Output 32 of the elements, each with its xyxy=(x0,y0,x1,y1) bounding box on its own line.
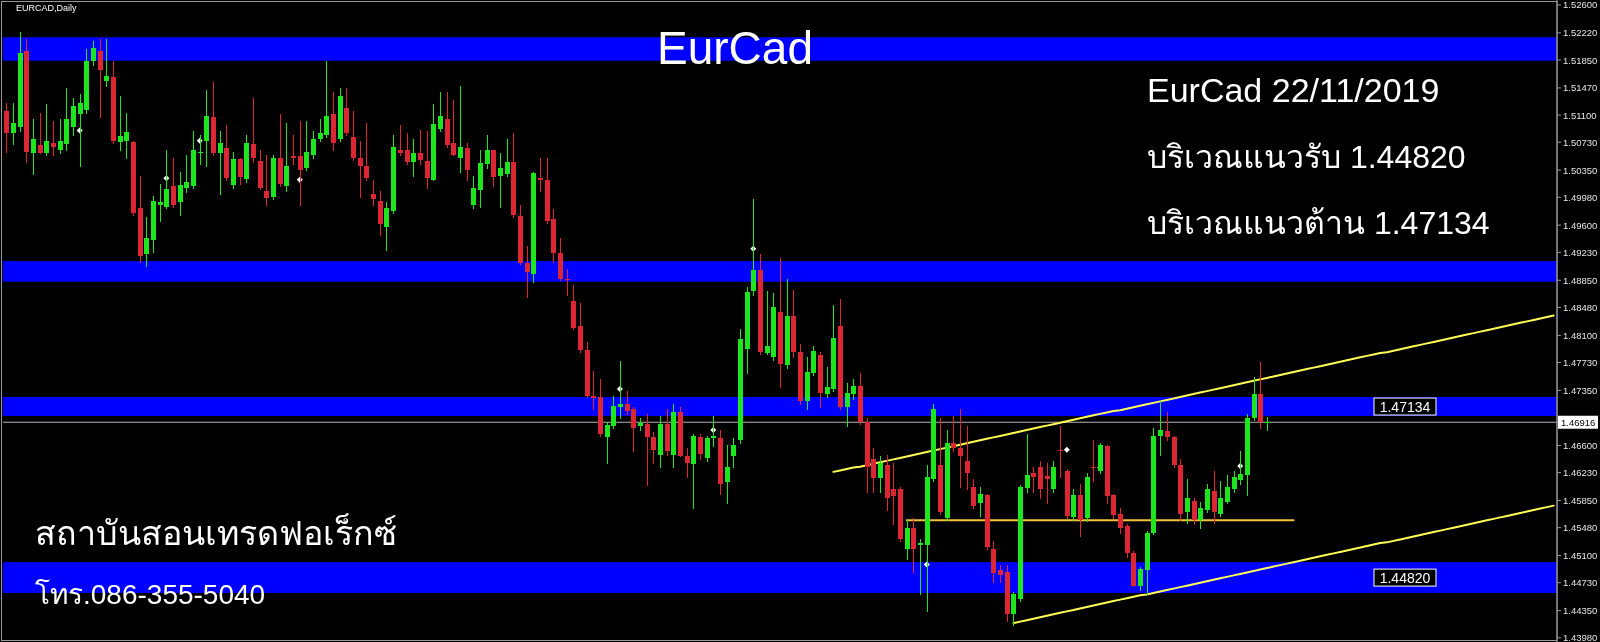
y-tick-label: 1.51470 xyxy=(1563,82,1598,94)
annotation: บริเวณแนวรับ 1.44820 xyxy=(1147,139,1466,175)
annotation: สถาบันสอนเทรดฟอเร็กซ์ xyxy=(35,513,397,552)
annotation: EURCAD,Daily xyxy=(16,3,78,13)
band-label: 1.44820 xyxy=(1379,569,1431,586)
y-tick-label: 1.43980 xyxy=(1563,632,1598,642)
y-tick-label: 1.48100 xyxy=(1563,329,1598,341)
y-tick-label: 1.44350 xyxy=(1563,605,1598,617)
y-tick-label: 1.46600 xyxy=(1563,439,1598,451)
chart-title: EurCad xyxy=(657,22,813,74)
annotation: EurCad 22/11/2019 xyxy=(1147,71,1440,109)
y-tick-label: 1.52600 xyxy=(1563,0,1598,11)
annotation: บริเวณแนวต้าน 1.47134 xyxy=(1147,205,1490,241)
y-tick-label: 1.50730 xyxy=(1563,136,1598,148)
y-tick-label: 1.45480 xyxy=(1563,522,1598,534)
y-tick-label: 1.48480 xyxy=(1563,301,1598,313)
ref-line-label: 1.46916 xyxy=(1561,416,1596,428)
y-tick-label: 1.46230 xyxy=(1563,467,1598,479)
y-tick-label: 1.51850 xyxy=(1563,54,1598,66)
y-tick-label: 1.52220 xyxy=(1563,27,1598,39)
y-tick-label: 1.49600 xyxy=(1563,219,1598,231)
band-label: 1.47134 xyxy=(1379,398,1431,415)
y-tick-label: 1.47350 xyxy=(1563,384,1598,396)
y-tick-label: 1.45100 xyxy=(1563,550,1598,562)
y-tick-label: 1.51100 xyxy=(1563,109,1597,121)
y-tick-label: 1.49980 xyxy=(1563,191,1598,203)
y-tick-label: 1.49230 xyxy=(1563,246,1598,258)
y-tick-label: 1.45850 xyxy=(1563,495,1598,507)
y-tick-label: 1.50350 xyxy=(1563,164,1598,176)
y-tick-label: 1.47730 xyxy=(1563,356,1598,368)
y-tick-label: 1.48850 xyxy=(1563,274,1598,286)
y-tick-label: 1.44730 xyxy=(1563,577,1598,589)
